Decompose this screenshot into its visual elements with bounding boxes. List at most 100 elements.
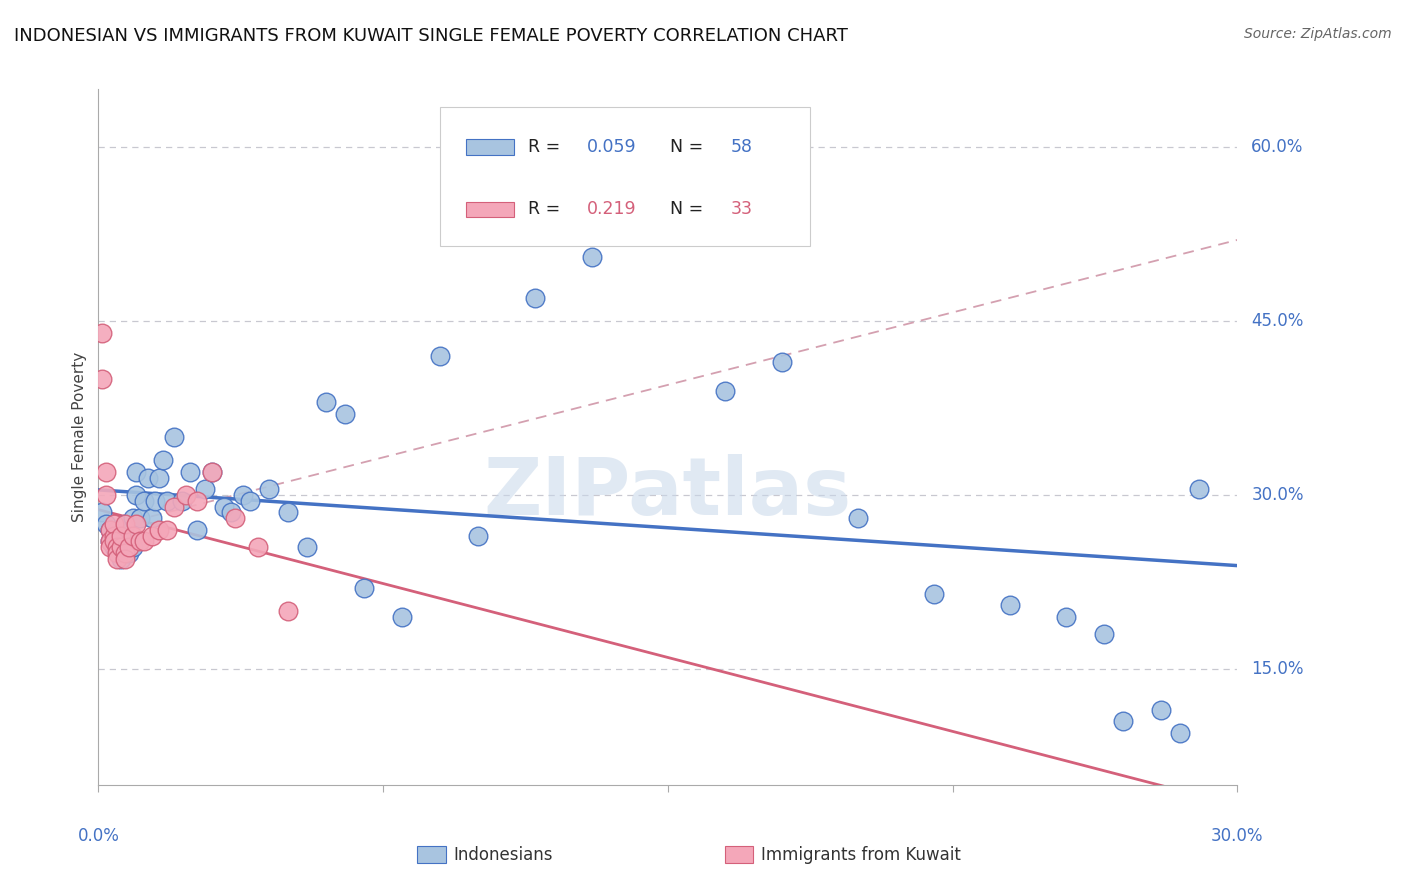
Text: N =: N = [659, 138, 709, 156]
Point [998, 598, 1021, 612]
Text: 60.0%: 60.0% [1251, 138, 1303, 156]
Point [114, 516, 136, 531]
Point [118, 534, 141, 549]
Text: R =: R = [527, 138, 565, 156]
Bar [467, 202, 515, 217]
Point [121, 528, 143, 542]
Point [118, 540, 141, 554]
Text: 30.0%: 30.0% [1211, 827, 1264, 845]
Point [170, 493, 193, 508]
Point [467, 528, 489, 542]
Point [429, 349, 451, 363]
Point [179, 465, 201, 479]
Point [1188, 482, 1211, 496]
Point [103, 534, 125, 549]
Point [107, 540, 129, 554]
Point [315, 395, 337, 409]
Point [391, 610, 413, 624]
Text: 45.0%: 45.0% [1251, 312, 1303, 330]
Point [125, 488, 148, 502]
Point [232, 488, 254, 502]
Point [114, 546, 136, 560]
Text: 0.0%: 0.0% [77, 827, 120, 845]
Text: 0.219: 0.219 [586, 200, 637, 219]
Text: 33: 33 [731, 200, 752, 219]
Point [98, 523, 121, 537]
Point [194, 482, 217, 496]
Point [148, 470, 170, 484]
Text: R =: R = [527, 200, 565, 219]
Point [353, 581, 375, 595]
Point [125, 465, 148, 479]
Point [246, 540, 269, 554]
Point [224, 511, 246, 525]
Text: ZIPatlas: ZIPatlas [484, 454, 852, 532]
Point [98, 540, 121, 554]
Text: Immigrants from Kuwait: Immigrants from Kuwait [761, 846, 962, 863]
Point [212, 500, 235, 514]
Point [98, 534, 121, 549]
Text: Source: ZipAtlas.com: Source: ZipAtlas.com [1244, 27, 1392, 41]
Point [118, 546, 141, 560]
FancyBboxPatch shape [440, 106, 810, 245]
Point [98, 534, 121, 549]
Text: 15.0%: 15.0% [1251, 660, 1303, 678]
Point [1170, 726, 1192, 740]
Point [110, 534, 132, 549]
Point [107, 551, 129, 566]
Text: 58: 58 [731, 138, 752, 156]
Point [152, 453, 174, 467]
Point [581, 250, 603, 264]
Point [174, 488, 197, 502]
Text: Indonesians: Indonesians [454, 846, 553, 863]
Point [141, 511, 163, 525]
Point [1094, 627, 1116, 641]
Point [94, 516, 117, 531]
Point [148, 523, 170, 537]
Point [125, 516, 148, 531]
Point [121, 540, 143, 554]
Point [103, 540, 125, 554]
Point [103, 516, 125, 531]
Point [114, 528, 136, 542]
Point [163, 500, 186, 514]
Point [657, 192, 679, 206]
Point [107, 523, 129, 537]
Text: N =: N = [659, 200, 709, 219]
Y-axis label: Single Female Poverty: Single Female Poverty [72, 352, 87, 522]
Point [98, 523, 121, 537]
Text: 30.0%: 30.0% [1251, 486, 1303, 504]
Point [156, 523, 179, 537]
Point [129, 511, 152, 525]
Point [132, 493, 155, 508]
Point [186, 493, 208, 508]
Text: 0.059: 0.059 [586, 138, 637, 156]
Point [524, 291, 547, 305]
Point [94, 465, 117, 479]
Point [156, 493, 179, 508]
Bar [418, 847, 446, 863]
Point [277, 505, 299, 519]
Point [136, 470, 159, 484]
Point [922, 587, 945, 601]
Point [110, 551, 132, 566]
Point [277, 604, 299, 618]
Point [91, 505, 114, 519]
Point [297, 540, 319, 554]
Point [239, 493, 262, 508]
Point [129, 534, 152, 549]
Point [259, 482, 281, 496]
Point [94, 488, 117, 502]
Point [103, 528, 125, 542]
Point [770, 355, 793, 369]
Bar [725, 847, 754, 863]
Point [221, 505, 243, 519]
Point [1056, 610, 1078, 624]
Point [846, 511, 869, 525]
Point [91, 372, 114, 386]
Point [114, 551, 136, 566]
Point [1112, 714, 1135, 728]
Point [107, 546, 129, 560]
Point [91, 326, 114, 340]
Point [107, 528, 129, 542]
